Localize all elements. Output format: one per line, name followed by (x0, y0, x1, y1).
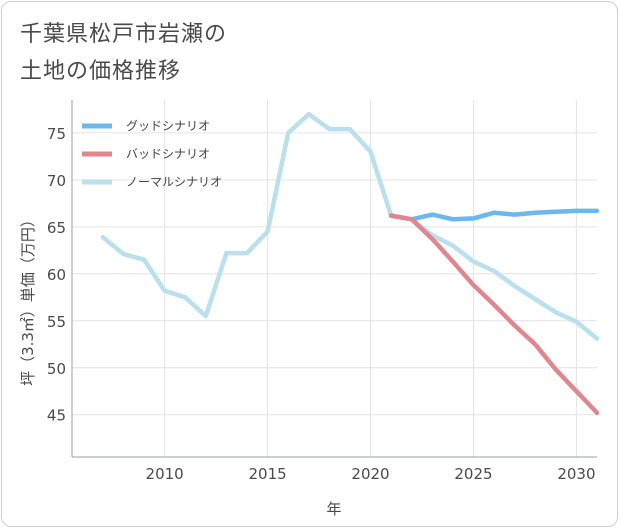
series-layer (100, 111, 600, 416)
x-axis-label: 年 (326, 500, 341, 518)
legend-label-1: バッドシナリオ (126, 147, 210, 161)
grid-lines (72, 100, 597, 457)
y-tick-label-65: 65 (47, 219, 66, 237)
legend-label-2: ノーマルシナリオ (126, 175, 222, 189)
y-tick-label-45: 45 (47, 407, 66, 425)
axis-ticks: 45 50 55 60 65 70 75 2010 2015 2020 2025 2030 (47, 125, 596, 483)
x-tick-label-2030: 2030 (557, 465, 595, 483)
y-axis-label: 坪（3.3㎡）単価（万円） (19, 212, 37, 386)
chart-title: 千葉県松戸市岩瀬の 土地の価格推移 (20, 16, 227, 90)
series-line-0 (388, 208, 600, 222)
series-line-2 (100, 111, 600, 341)
y-tick-label-50: 50 (47, 360, 66, 378)
series-line-1 (388, 213, 600, 416)
chart-title-line-2: 土地の価格推移 (20, 59, 182, 84)
x-tick-label-2025: 2025 (454, 465, 492, 483)
y-tick-label-75: 75 (47, 125, 66, 143)
x-tick-label-2020: 2020 (351, 465, 389, 483)
chart-title-line-1: 千葉県松戸市岩瀬の (20, 22, 228, 47)
y-tick-label-60: 60 (47, 266, 66, 284)
x-tick-label-2010: 2010 (146, 465, 184, 483)
y-tick-label-55: 55 (47, 313, 66, 331)
plot-area-background (72, 100, 597, 457)
x-tick-label-2015: 2015 (248, 465, 286, 483)
legend-label-0: グッドシナリオ (126, 119, 210, 133)
y-tick-label-70: 70 (47, 172, 66, 190)
